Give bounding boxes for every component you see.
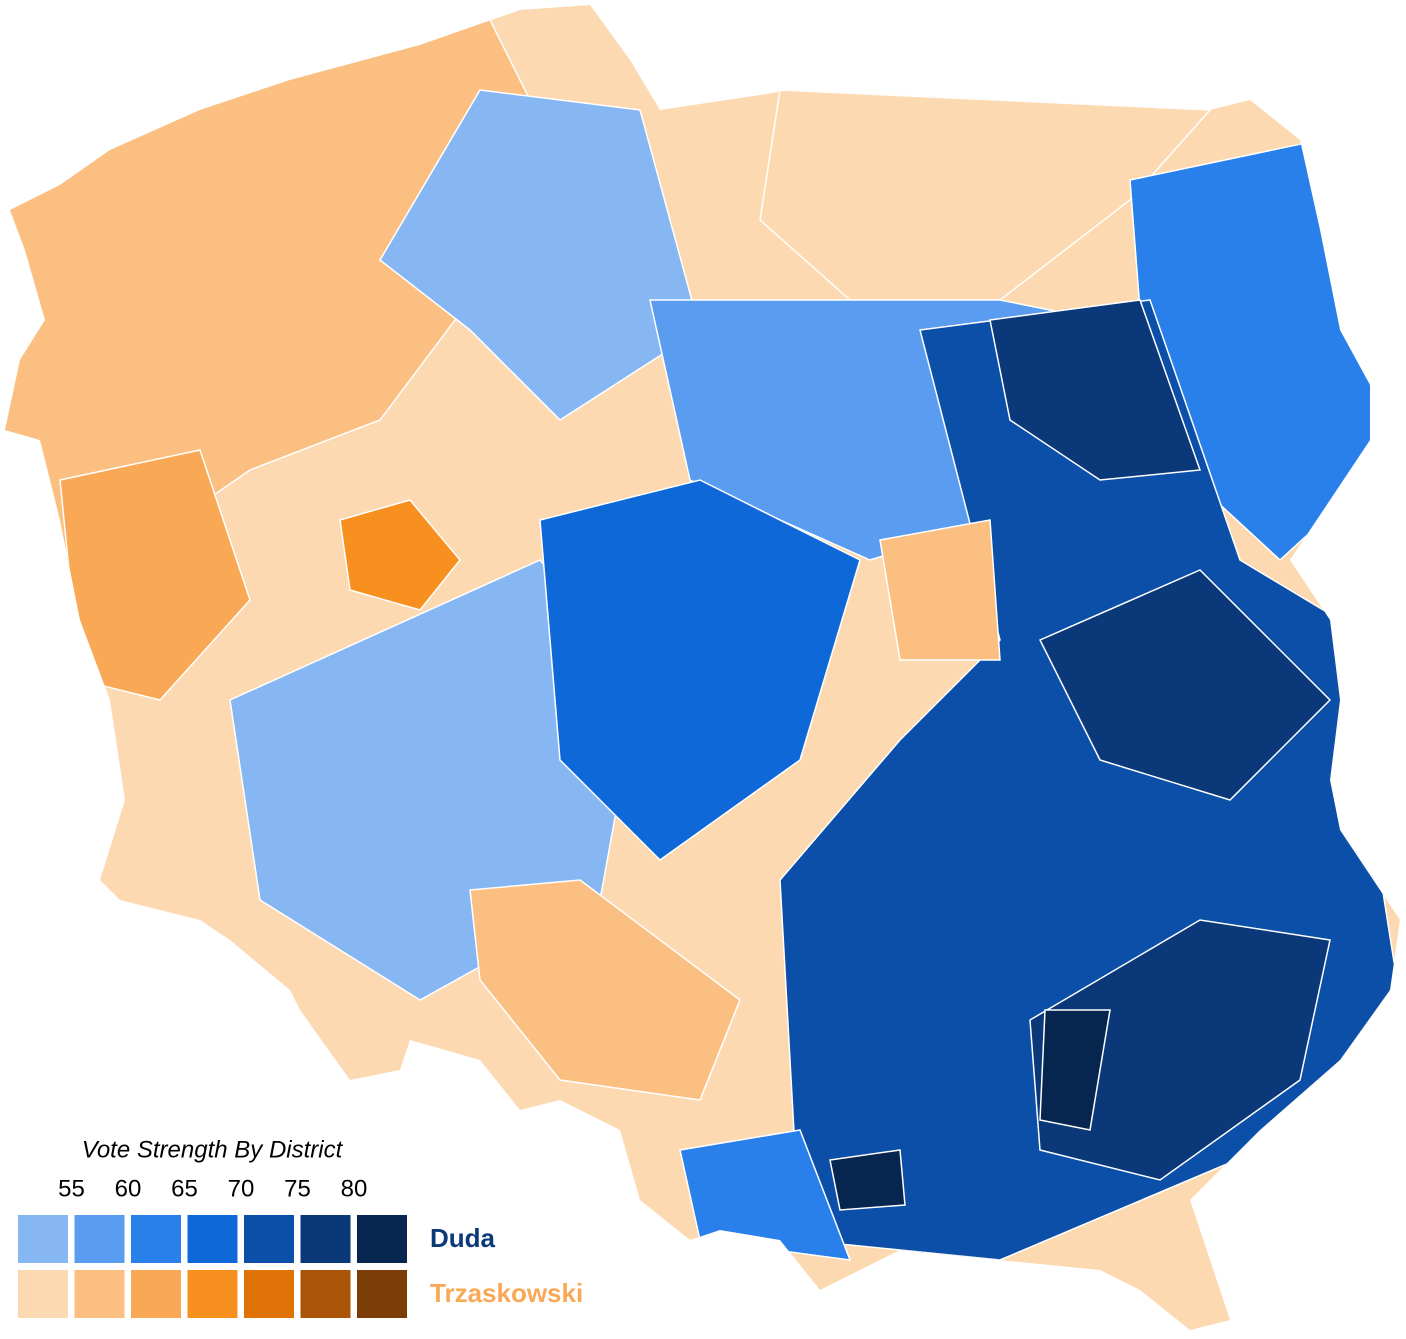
legend-swatch [244, 1270, 294, 1318]
legend-tick-label: 75 [284, 1175, 311, 1202]
region [679, 1129, 852, 1261]
region [339, 499, 461, 611]
legend-swatch [131, 1215, 181, 1263]
legend-tick-label: 80 [341, 1175, 368, 1202]
legend-label: Trzaskowski [430, 1278, 583, 1308]
legend-swatch [357, 1270, 407, 1318]
legend-tick-label: 70 [228, 1175, 255, 1202]
legend-swatch [187, 1270, 238, 1318]
legend-swatch [300, 1270, 351, 1318]
legend-swatch [18, 1270, 68, 1318]
region [469, 879, 741, 1101]
region [379, 89, 701, 421]
region [1029, 919, 1331, 1181]
legend-swatch [74, 1270, 125, 1318]
legend: Vote Strength By District 55 60 65 70 75 80 Du… [18, 1136, 583, 1318]
legend-swatch [357, 1215, 407, 1263]
legend-swatch [131, 1270, 181, 1318]
legend-title: Vote Strength By District [82, 1136, 344, 1163]
legend-label: Duda [430, 1223, 496, 1253]
legend-swatch [187, 1215, 238, 1263]
region [829, 1149, 906, 1211]
region [989, 299, 1202, 481]
legend-swatch [74, 1215, 125, 1263]
region [879, 519, 1001, 661]
legend-tick-label: 65 [171, 1175, 198, 1202]
legend-swatch [300, 1215, 351, 1263]
legend-tick-label: 60 [115, 1175, 142, 1202]
legend-tick-label: 55 [58, 1175, 85, 1202]
region [1038, 569, 1332, 801]
region [539, 479, 861, 861]
legend-swatch [18, 1215, 68, 1263]
legend-swatch [244, 1215, 294, 1263]
region [1039, 1009, 1111, 1131]
